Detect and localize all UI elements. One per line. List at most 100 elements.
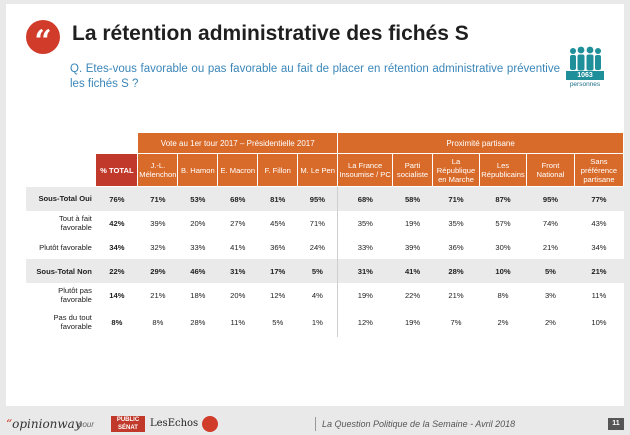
table-cell: 19% bbox=[404, 218, 421, 228]
table-cell: 29% bbox=[137, 259, 178, 283]
table-cell: 34% bbox=[591, 242, 607, 252]
col-vote: B. Hamon bbox=[177, 153, 219, 187]
table-cell: 87% bbox=[479, 186, 527, 211]
col-party: La République en Marche bbox=[432, 153, 480, 187]
table-cell: 11% bbox=[230, 317, 246, 327]
table-cell: 30% bbox=[495, 242, 511, 252]
col-vote: M. Le Pen bbox=[297, 153, 339, 187]
table-cell: 22% bbox=[95, 259, 138, 283]
table-cell: 20% bbox=[190, 218, 206, 228]
table-cell: 18% bbox=[190, 290, 206, 300]
table-cell: 35% bbox=[337, 211, 393, 235]
table-cell: 34% bbox=[109, 242, 125, 252]
table-cell: 74% bbox=[542, 218, 559, 228]
sample-size-badge: 1063 personnes bbox=[559, 46, 613, 88]
row-label: Plutôt favorable bbox=[39, 242, 92, 252]
sample-count: 1063 bbox=[566, 71, 604, 80]
table-cell: 71% bbox=[137, 186, 178, 211]
table-cell: 8% bbox=[497, 290, 509, 300]
table-cell: 17% bbox=[257, 259, 298, 283]
column-header-row: % TOTAL J.-L. Mélenchon B. Hamon E. Macr… bbox=[26, 153, 625, 187]
table-cell: 5% bbox=[272, 317, 284, 327]
table-cell: 28% bbox=[432, 259, 480, 283]
table-cell: 76% bbox=[95, 186, 138, 211]
radio-logo bbox=[202, 416, 218, 432]
table-row: Plutôt favorable 34% 32% 33% 41% 36% 24% 33% 39%… bbox=[26, 235, 624, 259]
table-cell: 58% bbox=[392, 186, 433, 211]
page-title: La rétention administrative des fichés S bbox=[72, 22, 469, 45]
footer-caption: La Question Politique de la Semaine - Av… bbox=[322, 419, 516, 429]
table-cell: 2% bbox=[497, 317, 509, 327]
table-cell: 39% bbox=[404, 242, 421, 252]
col-party: Parti socialiste bbox=[392, 153, 434, 187]
footer-pour: pour bbox=[78, 420, 95, 429]
table-cell: 21% bbox=[574, 259, 624, 283]
table-cell: 19% bbox=[404, 317, 421, 327]
party-group-header: Proximité partisane bbox=[337, 132, 624, 154]
table-cell: 32% bbox=[150, 242, 166, 252]
table-row: Plutôt pas favorable 14% 21% 18% 20% 12% 4% 19%… bbox=[26, 283, 624, 307]
survey-question: Q. Etes-vous favorable ou pas favorable … bbox=[70, 63, 560, 90]
table-cell: 1% bbox=[311, 317, 323, 327]
col-vote: E. Macron bbox=[217, 153, 259, 187]
opinionway-logo: “opinionway bbox=[6, 417, 82, 431]
table-cell: 10% bbox=[591, 317, 607, 327]
sample-label: personnes bbox=[569, 81, 601, 88]
page-number: 11 bbox=[608, 418, 624, 430]
table-cell: 4% bbox=[311, 290, 323, 300]
row-label: Pas du tout favorable bbox=[53, 313, 92, 331]
table-row: Pas du tout favorable 8% 8% 28% 11% 5% 1% 12% 19… bbox=[26, 307, 624, 337]
table-cell: 95% bbox=[297, 186, 338, 211]
table-row: Tout à fait favorable 42% 39% 20% 27% 45% 71% 3… bbox=[26, 211, 624, 235]
table-cell: 43% bbox=[591, 218, 607, 228]
table-cell: 10% bbox=[479, 259, 527, 283]
table-cell: 5% bbox=[297, 259, 338, 283]
col-vote: F. Fillon bbox=[257, 153, 299, 187]
table-cell: 8% bbox=[111, 317, 123, 327]
footer-divider bbox=[315, 417, 316, 431]
vote-group-header: Vote au 1er tour 2017 – Présidentielle 2… bbox=[137, 132, 339, 154]
table-cell: 14% bbox=[109, 290, 125, 300]
table-cell: 31% bbox=[217, 259, 258, 283]
table-cell: 19% bbox=[337, 283, 393, 307]
col-party: La France Insoumise / PC bbox=[337, 153, 394, 187]
table-cell: 22% bbox=[404, 290, 421, 300]
table-cell: 53% bbox=[177, 186, 218, 211]
table-cell: 35% bbox=[448, 218, 464, 228]
table-cell: 39% bbox=[150, 218, 166, 228]
slide: “ La rétention administrative des fichés… bbox=[6, 4, 625, 406]
table-cell: 21% bbox=[448, 290, 464, 300]
table-cell: 71% bbox=[432, 186, 480, 211]
results-table: Vote au 1er tour 2017 – Présidentielle 2… bbox=[26, 132, 625, 337]
row-label: Plutôt pas favorable bbox=[58, 286, 92, 304]
table-cell: 7% bbox=[450, 317, 462, 327]
table-cell: 3% bbox=[544, 290, 556, 300]
table-cell: 95% bbox=[526, 186, 575, 211]
table-cell: 71% bbox=[309, 218, 325, 228]
row-label: Tout à fait favorable bbox=[58, 214, 92, 232]
table-cell: 33% bbox=[190, 242, 206, 252]
table-cell: 2% bbox=[544, 317, 556, 327]
table-cell: 21% bbox=[150, 290, 166, 300]
quote-icon: “ bbox=[26, 20, 60, 59]
col-total: % TOTAL bbox=[95, 153, 139, 187]
table-cell: 12% bbox=[337, 307, 393, 337]
table-cell: 36% bbox=[448, 242, 464, 252]
table-cell: 42% bbox=[109, 218, 125, 228]
table-cell: 27% bbox=[230, 218, 246, 228]
table-cell: 24% bbox=[309, 242, 325, 252]
col-party: Sans préférence partisane bbox=[573, 153, 625, 187]
table-cell: 68% bbox=[337, 186, 393, 211]
row-label: Sous-Total Oui bbox=[26, 186, 96, 211]
row-label: Sous-Total Non bbox=[26, 259, 96, 283]
table-cell: 81% bbox=[257, 186, 298, 211]
people-icon bbox=[570, 46, 601, 71]
table-cell: 12% bbox=[270, 290, 286, 300]
footer: “opinionway pour PUBLIC SÉNAT LesEchos L… bbox=[0, 413, 630, 435]
table-cell: 5% bbox=[526, 259, 575, 283]
table-cell: 36% bbox=[270, 242, 286, 252]
table-cell: 45% bbox=[270, 218, 286, 228]
table-row: Sous-Total Oui 76% 71% 53% 68% 81% 95% 68% 58% 71… bbox=[26, 186, 624, 211]
table-cell: 31% bbox=[337, 259, 393, 283]
col-party: Front National bbox=[525, 153, 575, 187]
